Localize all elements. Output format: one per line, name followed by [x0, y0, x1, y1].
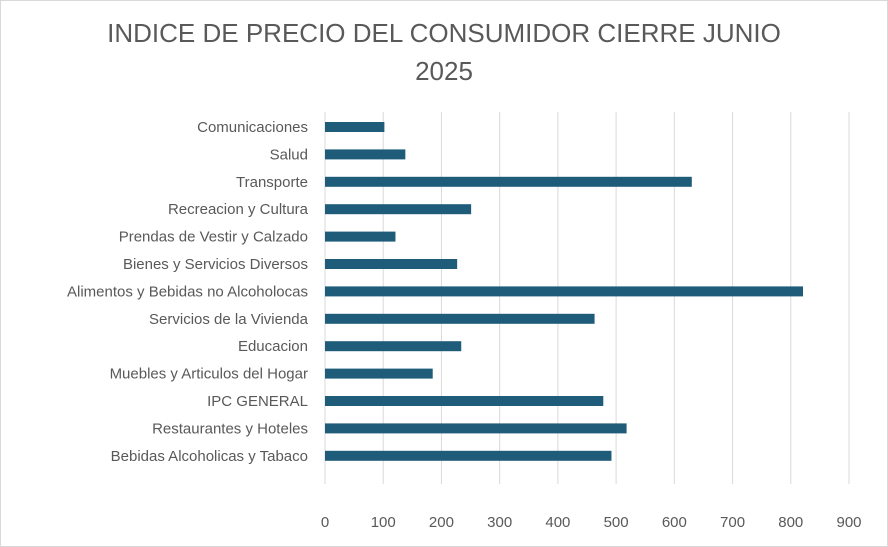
bar [325, 204, 472, 215]
category-label: Alimentos y Bebidas no Alcoholocas [67, 283, 308, 300]
category-label: Servicios de la Vivienda [149, 311, 309, 328]
x-tick-label: 700 [720, 514, 745, 531]
x-tick-label: 400 [545, 514, 570, 531]
bar [325, 231, 396, 242]
bar [325, 176, 692, 187]
category-label: Muebles y Articulos del Hogar [110, 366, 308, 383]
x-tick-label: 200 [429, 514, 454, 531]
bar [325, 149, 406, 160]
x-tick-label: 800 [778, 514, 803, 531]
x-tick-labels: 0 100 200 300 400 500 600 700 800 900 [321, 514, 862, 531]
category-label: Educacion [238, 338, 308, 355]
bar [325, 341, 462, 352]
chart-title: INDICE DE PRECIO DEL CONSUMIDOR CIERRE J… [0, 14, 888, 90]
bar [325, 313, 595, 324]
x-tick-label: 300 [487, 514, 512, 531]
category-label: Salud [270, 146, 308, 163]
category-label: Bebidas Alcoholicas y Tabaco [111, 448, 308, 465]
category-label: Transporte [236, 174, 308, 191]
bar [325, 423, 627, 434]
bar [325, 286, 804, 297]
category-labels: Comunicaciones Salud Transporte Recreacion … [67, 119, 309, 465]
category-label: Comunicaciones [197, 119, 308, 136]
x-tick-label: 500 [604, 514, 629, 531]
category-label: Recreacion y Cultura [168, 201, 309, 218]
x-tick-label: 100 [371, 514, 396, 531]
x-tick-label: 900 [836, 514, 861, 531]
bars [325, 122, 804, 461]
x-tick-label: 0 [321, 514, 329, 531]
category-label: Restaurantes y Hoteles [152, 420, 308, 437]
bar [325, 259, 458, 269]
category-label: IPC GENERAL [207, 393, 308, 410]
chart-title-line-2: 2025 [415, 56, 473, 86]
x-tick-label: 600 [662, 514, 687, 531]
gridlines [324, 112, 850, 484]
bar [325, 396, 604, 406]
bar [325, 122, 385, 132]
chart-title-line-1: INDICE DE PRECIO DEL CONSUMIDOR CIERRE J… [107, 18, 781, 48]
bar [325, 450, 612, 461]
bar [325, 368, 433, 379]
category-label: Prendas de Vestir y Calzado [119, 229, 308, 246]
category-label: Bienes y Servicios Diversos [123, 256, 308, 273]
